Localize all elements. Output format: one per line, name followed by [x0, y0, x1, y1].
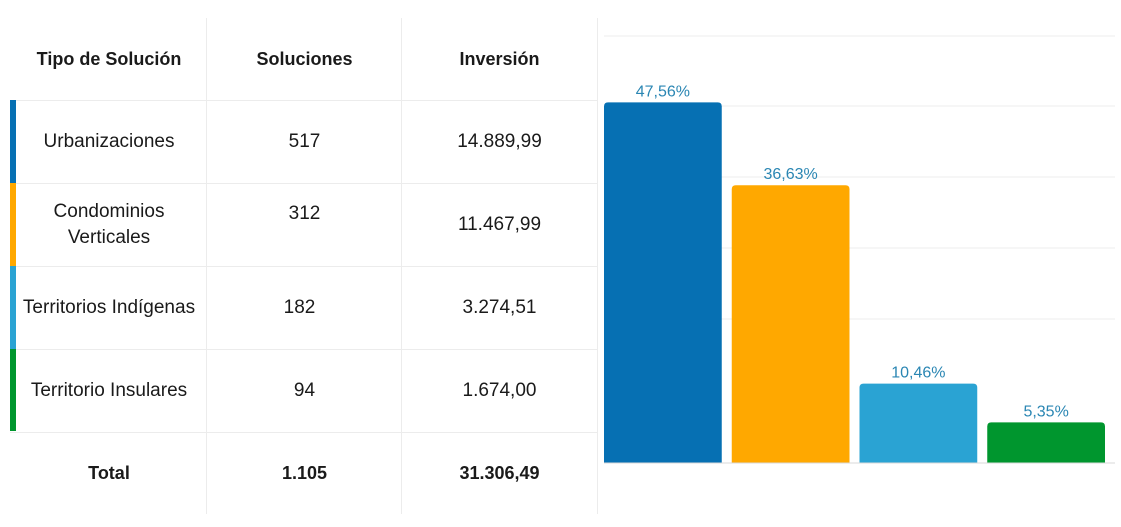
- table-row: Territorio Insulares 94 1.674,00: [10, 349, 598, 432]
- cell-tipo: Territorio Insulares: [30, 379, 188, 401]
- bar-chart-svg: 47,56% 36,63% 10,46% 5,35%: [604, 35, 1115, 464]
- cell-inversion: 11.467,99: [457, 213, 542, 235]
- table-total-row: Total 1.105 31.306,49: [10, 432, 598, 514]
- cell-inversion: 1.674,00: [462, 379, 537, 401]
- bar-data-label: 10,46%: [891, 365, 945, 382]
- header-inversion: Inversión: [459, 48, 540, 69]
- table-header-row: Tipo de Solución Soluciones Inversión: [10, 18, 598, 100]
- row-color-marker: [10, 100, 16, 183]
- cell-soluciones: 94: [293, 379, 316, 401]
- bar-data-label: 47,56%: [636, 83, 690, 100]
- cell-tipo: Condominios Verticales: [53, 200, 165, 248]
- table-row: Condominios Verticales 312 11.467,99: [10, 183, 598, 266]
- table-divider: [10, 266, 598, 267]
- bar-chart: 47,56% 36,63% 10,46% 5,35%: [600, 18, 1121, 478]
- cell-tipo: Territorios Indígenas: [22, 296, 196, 318]
- total-soluciones: 1.105: [281, 462, 328, 483]
- bar-data-label: 5,35%: [1023, 403, 1068, 420]
- table-row: Territorios Indígenas 182 3.274,51: [10, 266, 598, 349]
- header-soluciones: Soluciones: [256, 48, 353, 69]
- header-tipo: Tipo de Solución: [36, 49, 182, 69]
- cell-soluciones: 182: [283, 296, 316, 318]
- table-divider: [10, 183, 598, 184]
- table-divider: [10, 100, 598, 101]
- bar: [859, 383, 978, 463]
- total-label: Total: [88, 463, 130, 483]
- row-color-marker: [10, 349, 16, 431]
- cell-inversion: 3.274,51: [462, 296, 537, 318]
- cell-soluciones: 517: [288, 130, 321, 152]
- total-inversion: 31.306,49: [459, 462, 540, 483]
- bar-data-label: 36,63%: [763, 166, 817, 183]
- cell-inversion: 14.889,99: [457, 130, 542, 152]
- row-color-marker: [10, 266, 16, 349]
- table-divider: [10, 432, 598, 433]
- table-row: Urbanizaciones 517 14.889,99: [10, 100, 598, 183]
- cell-tipo: Urbanizaciones: [43, 130, 175, 152]
- cell-soluciones: 312: [288, 203, 321, 224]
- bar: [987, 422, 1105, 463]
- bar: [604, 102, 722, 463]
- bar: [731, 185, 850, 463]
- table-divider: [10, 349, 598, 350]
- row-color-marker: [10, 183, 16, 266]
